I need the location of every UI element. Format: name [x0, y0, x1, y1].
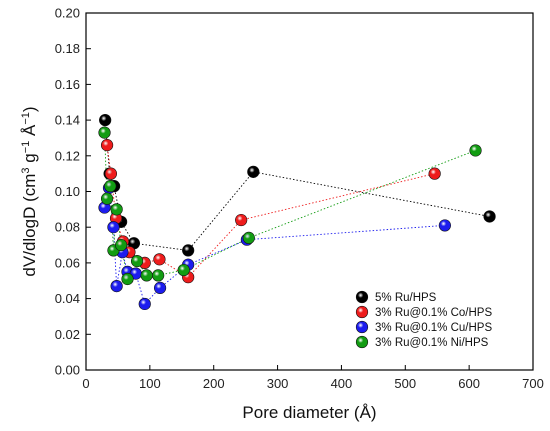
- legend-label: 3% Ru@0.1% Cu/HPS: [375, 322, 492, 334]
- data-point: [100, 138, 114, 152]
- y-axis-title: dV/dlogD (cm3 g−1 Å−1): [20, 106, 39, 276]
- data-point: [153, 253, 166, 266]
- data-point: [110, 280, 123, 293]
- y-tick-label: 0.10: [55, 184, 80, 199]
- data-point: [104, 180, 117, 193]
- legend-marker: [355, 305, 369, 319]
- y-tick-label: 0.18: [55, 41, 80, 56]
- data-point: [130, 255, 144, 268]
- data-point: [115, 238, 128, 252]
- legend-marker: [355, 320, 369, 334]
- data-point: [110, 203, 123, 216]
- data-point: [247, 165, 260, 178]
- series-line: [104, 120, 490, 251]
- x-tick-label: 0: [82, 376, 89, 391]
- x-tick-label: 200: [203, 376, 225, 391]
- legend-label: 3% Ru@0.1% Ni/HPS: [375, 337, 489, 349]
- data-point: [469, 144, 482, 157]
- y-tick-label: 0.08: [55, 220, 80, 235]
- data-point: [152, 269, 165, 282]
- x-tick-label: 500: [394, 376, 416, 391]
- data-point: [438, 219, 451, 232]
- data-point: [104, 167, 118, 180]
- y-axis: 0.00 0.02 0.04 0.06 0.08 0.10 0.12 0.14 0.16 0.18…: [55, 6, 91, 378]
- data-point: [153, 281, 167, 294]
- data-point: [98, 126, 111, 139]
- legend-label: 5% Ru/HPS: [375, 292, 437, 304]
- data-point: [107, 221, 120, 234]
- x-tick-label: 100: [139, 376, 161, 391]
- data-point: [182, 244, 195, 257]
- x-tick-label: 600: [458, 376, 480, 391]
- legend-marker: [355, 335, 369, 349]
- y-tick-label: 0.06: [55, 255, 80, 270]
- x-tick-label: 700: [522, 376, 544, 391]
- data-point: [138, 297, 151, 311]
- legend-label: 3% Ru@0.1% Co/HPS: [375, 307, 492, 319]
- data-point: [99, 113, 112, 127]
- legend: 5% Ru/HPS 3% Ru@0.1% Co/HPS 3% Ru@0.1% Cu/…: [355, 290, 492, 349]
- y-tick-label: 0.00: [55, 363, 80, 378]
- data-point: [483, 210, 496, 223]
- data-point: [428, 167, 441, 180]
- legend-marker: [355, 290, 369, 304]
- data-point: [121, 272, 134, 286]
- y-tick-label: 0.20: [55, 6, 80, 21]
- data-point: [140, 269, 153, 282]
- data-point: [235, 213, 248, 227]
- y-tick-label: 0.12: [55, 148, 80, 163]
- data-point: [177, 263, 190, 277]
- x-tick-label: 300: [267, 376, 289, 391]
- x-axis-title: Pore diameter (Å): [242, 403, 376, 422]
- y-tick-label: 0.16: [55, 77, 80, 92]
- x-axis: 0 100 200 300 400 500 600 700: [82, 365, 544, 391]
- x-tick-label: 400: [331, 376, 353, 391]
- y-tick-label: 0.04: [55, 291, 80, 306]
- data-point: [242, 231, 255, 245]
- data-point: [100, 192, 114, 205]
- series-points: [98, 113, 496, 311]
- y-tick-label: 0.02: [55, 327, 80, 342]
- y-tick-label: 0.14: [55, 113, 80, 128]
